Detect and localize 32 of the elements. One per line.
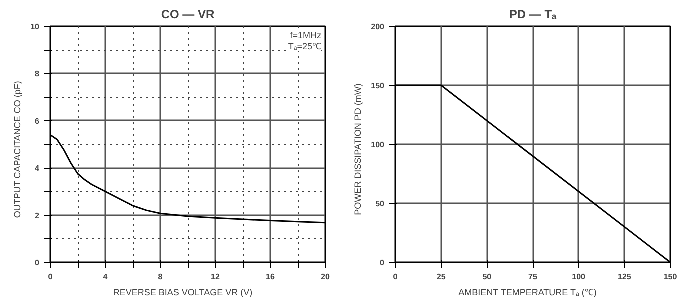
y-tick-label: 2 [35, 211, 40, 220]
x-tick-label: 50 [482, 272, 492, 282]
x-tick-label: 25 [436, 272, 446, 282]
y-tick-label: 150 [371, 82, 386, 90]
x-tick-label: 16 [266, 272, 276, 282]
y-tick-label: 0 [35, 258, 40, 268]
x-axis-title: AMBIENT TEMPERATURE Tₐ (℃) [458, 288, 597, 298]
x-tick-label: 12 [211, 272, 220, 282]
chart-title: PD — Tₐ [509, 8, 558, 22]
x-tick-label: 125 [618, 272, 632, 282]
y-tick-label: 4 [35, 164, 40, 174]
y-axis-title: POWER DISSIPATION PD (mW) [353, 84, 364, 216]
chart-title: CO — VR [161, 8, 216, 22]
y-tick-label: 0 [380, 258, 386, 268]
x-tick-label: 0 [393, 272, 398, 282]
y-tick-label: 8 [35, 70, 40, 79]
x-tick-label: 100 [572, 272, 586, 282]
y-tick-label: 6 [35, 116, 40, 126]
x-tick-label: 4 [103, 272, 108, 282]
x-tick-label: 0 [48, 272, 54, 282]
x-tick-label: 150 [664, 272, 678, 282]
y-tick-label: 100 [371, 140, 386, 150]
y-tick-label: 50 [376, 200, 386, 208]
x-tick-label: 75 [528, 272, 538, 282]
y-tick-label: 10 [30, 22, 40, 32]
annotation: Tₐ=25℃ [288, 42, 322, 52]
x-axis-title: REVERSE BIAS VOLTAGE VR (V) [113, 288, 253, 298]
y-tick-label: 200 [371, 22, 386, 32]
x-tick-label: 8 [158, 272, 164, 282]
annotation: f=1MHz [290, 30, 322, 40]
y-axis-title: OUTPUT CAPACITANCE CO (pF) [12, 81, 23, 218]
x-tick-label: 20 [321, 272, 330, 282]
